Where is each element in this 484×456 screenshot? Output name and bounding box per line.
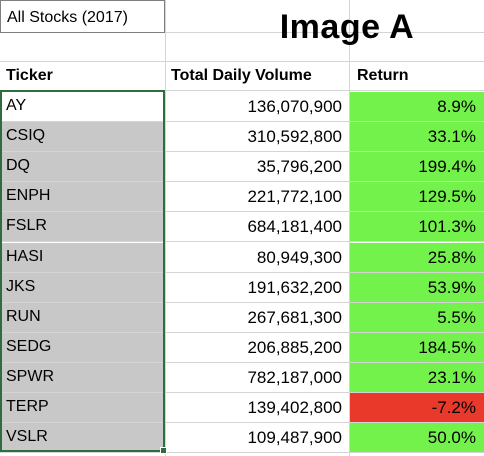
ticker-cell[interactable]: CSIQ (0, 122, 165, 152)
column-divider (349, 0, 350, 456)
return-cell[interactable]: -7.2% (350, 393, 484, 423)
ticker-cell[interactable]: SEDG (0, 333, 165, 363)
row-divider (0, 32, 484, 33)
return-cell[interactable]: 23.1% (350, 363, 484, 393)
row-divider (0, 362, 484, 363)
row-divider (0, 422, 484, 423)
volume-cell[interactable]: 35,796,200 (256, 157, 342, 176)
volume-cell[interactable]: 139,402,800 (247, 398, 342, 417)
volume-cell[interactable]: 782,187,000 (247, 368, 342, 387)
ticker-cell[interactable]: AY (0, 92, 165, 122)
return-cell[interactable]: 101.3% (350, 212, 484, 242)
volume-cell[interactable]: 267,681,300 (247, 308, 342, 327)
ticker-cell[interactable]: RUN (0, 303, 165, 333)
ticker-cell[interactable]: TERP (0, 393, 165, 423)
header-total-daily-volume[interactable]: Total Daily Volume (171, 67, 312, 84)
ticker-cell[interactable]: ENPH (0, 182, 165, 212)
return-cell[interactable]: 129.5% (350, 182, 484, 212)
volume-cell[interactable]: 310,592,800 (247, 127, 342, 146)
return-cell[interactable]: 8.9% (350, 92, 484, 122)
return-cell[interactable]: 33.1% (350, 122, 484, 152)
row-divider (0, 211, 484, 212)
volume-cell[interactable]: 80,949,300 (256, 248, 342, 267)
return-cell[interactable]: 25.8% (350, 243, 484, 273)
volume-cell[interactable]: 221,772,100 (247, 187, 342, 206)
column-divider (165, 0, 166, 456)
row-divider (0, 452, 484, 453)
return-cell[interactable]: 5.5% (350, 303, 484, 333)
volume-cell[interactable]: 191,632,200 (247, 278, 342, 297)
header-return[interactable]: Return (357, 67, 409, 84)
fill-handle[interactable] (160, 447, 167, 454)
volume-cell[interactable]: 684,181,400 (247, 217, 342, 236)
row-divider (0, 392, 484, 393)
image-label: Image A (279, 8, 415, 46)
row-divider (0, 61, 484, 62)
volume-cell[interactable]: 136,070,900 (247, 97, 342, 116)
row-divider (0, 241, 484, 242)
title-cell[interactable]: All Stocks (2017) (0, 0, 165, 33)
return-cell[interactable]: 184.5% (350, 333, 484, 363)
return-cell[interactable]: 50.0% (350, 423, 484, 453)
row-divider (0, 181, 484, 182)
ticker-cell[interactable]: SPWR (0, 363, 165, 393)
row-divider (0, 121, 484, 122)
row-divider (0, 302, 484, 303)
return-cell[interactable]: 199.4% (350, 152, 484, 182)
volume-cell[interactable]: 206,885,200 (247, 338, 342, 357)
ticker-cell[interactable]: FSLR (0, 212, 165, 242)
return-cell[interactable]: 53.9% (350, 273, 484, 303)
ticker-cell[interactable]: HASI (0, 243, 165, 273)
ticker-cell[interactable]: DQ (0, 152, 165, 182)
ticker-cell[interactable]: JKS (0, 273, 165, 303)
row-divider (0, 90, 484, 91)
ticker-cell[interactable]: VSLR (0, 423, 165, 453)
row-divider (0, 151, 484, 152)
row-divider (0, 272, 484, 273)
volume-cell[interactable]: 109,487,900 (247, 428, 342, 447)
header-ticker[interactable]: Ticker (6, 67, 53, 84)
row-divider (0, 332, 484, 333)
